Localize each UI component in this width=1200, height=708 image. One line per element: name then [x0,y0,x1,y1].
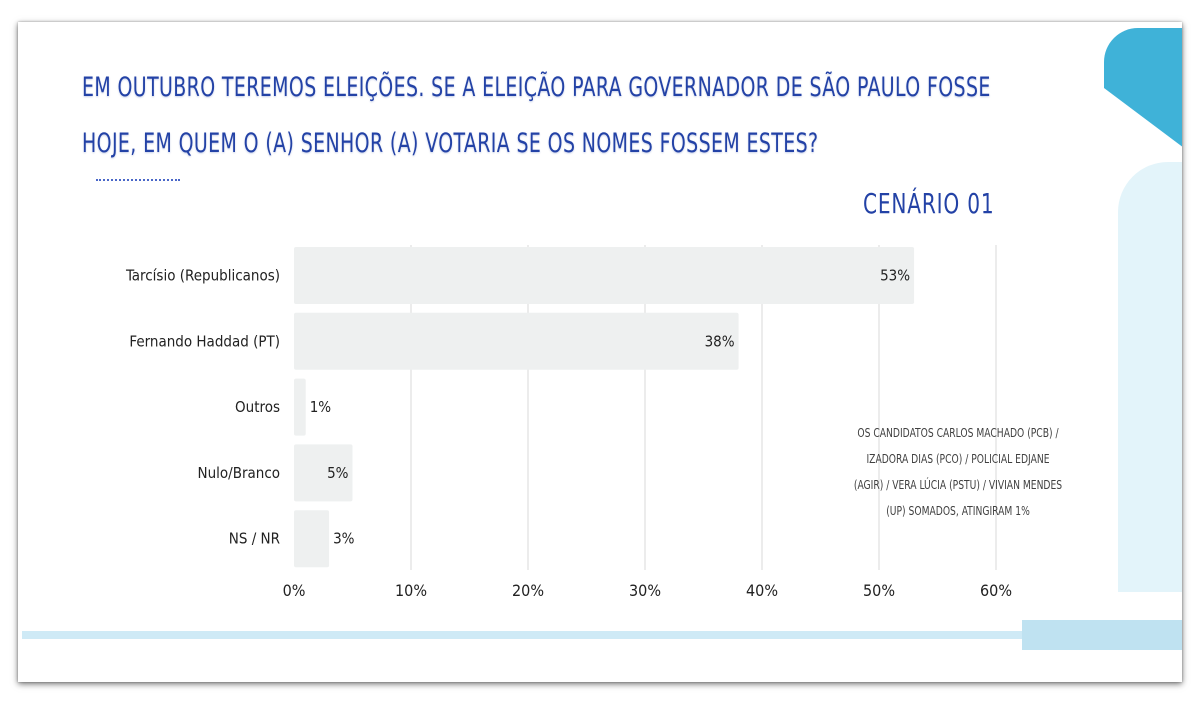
data-label: 38% [705,332,735,350]
category-label: Outros [235,398,280,416]
x-tick-label: 40% [746,581,778,600]
scenario-label: CENÁRIO 01 [863,187,995,220]
x-tick-label: 30% [629,581,661,600]
category-label: NS / NR [229,530,280,548]
x-tick-label: 20% [512,581,544,600]
category-label: Fernando Haddad (PT) [129,332,280,350]
x-tick-label: 60% [980,581,1012,600]
dotted-divider [96,179,180,181]
bar [294,378,306,436]
category-label: Tarcísio (Republicanos) [125,267,280,285]
x-tick-label: 50% [863,581,895,600]
bottom-strip [22,631,1118,639]
data-label: 53% [880,267,910,285]
data-label: 1% [310,398,332,416]
title-line-2: HOJE, EM QUEM O (A) SENHOR (A) VOTARIA S… [82,128,819,159]
bar [294,510,330,568]
bar-chart: Tarcísio (Republicanos) 53% Fernando Hadda… [125,245,1012,600]
data-label: 5% [327,464,349,482]
bar [294,444,353,502]
bar [294,247,915,304]
question-title: EM OUTUBRO TEREMOS ELEIÇÕES. SE A ELEIÇÃ… [82,60,991,172]
category-label: Nulo/Branco [198,464,281,482]
bottom-block [1022,620,1182,650]
x-tick-label: 0% [283,581,306,600]
slide: EM OUTUBRO TEREMOS ELEIÇÕES. SE A ELEIÇÃ… [18,22,1182,682]
candidates-footnote: OS CANDIDATOS CARLOS MACHADO (PCB) / IZA… [853,426,1063,518]
title-line-1: EM OUTUBRO TEREMOS ELEIÇÕES. SE A ELEIÇÃ… [82,72,991,103]
bar [294,312,739,370]
data-label: 3% [333,530,355,548]
side-decoration [1118,162,1182,592]
x-tick-label: 10% [395,581,427,600]
